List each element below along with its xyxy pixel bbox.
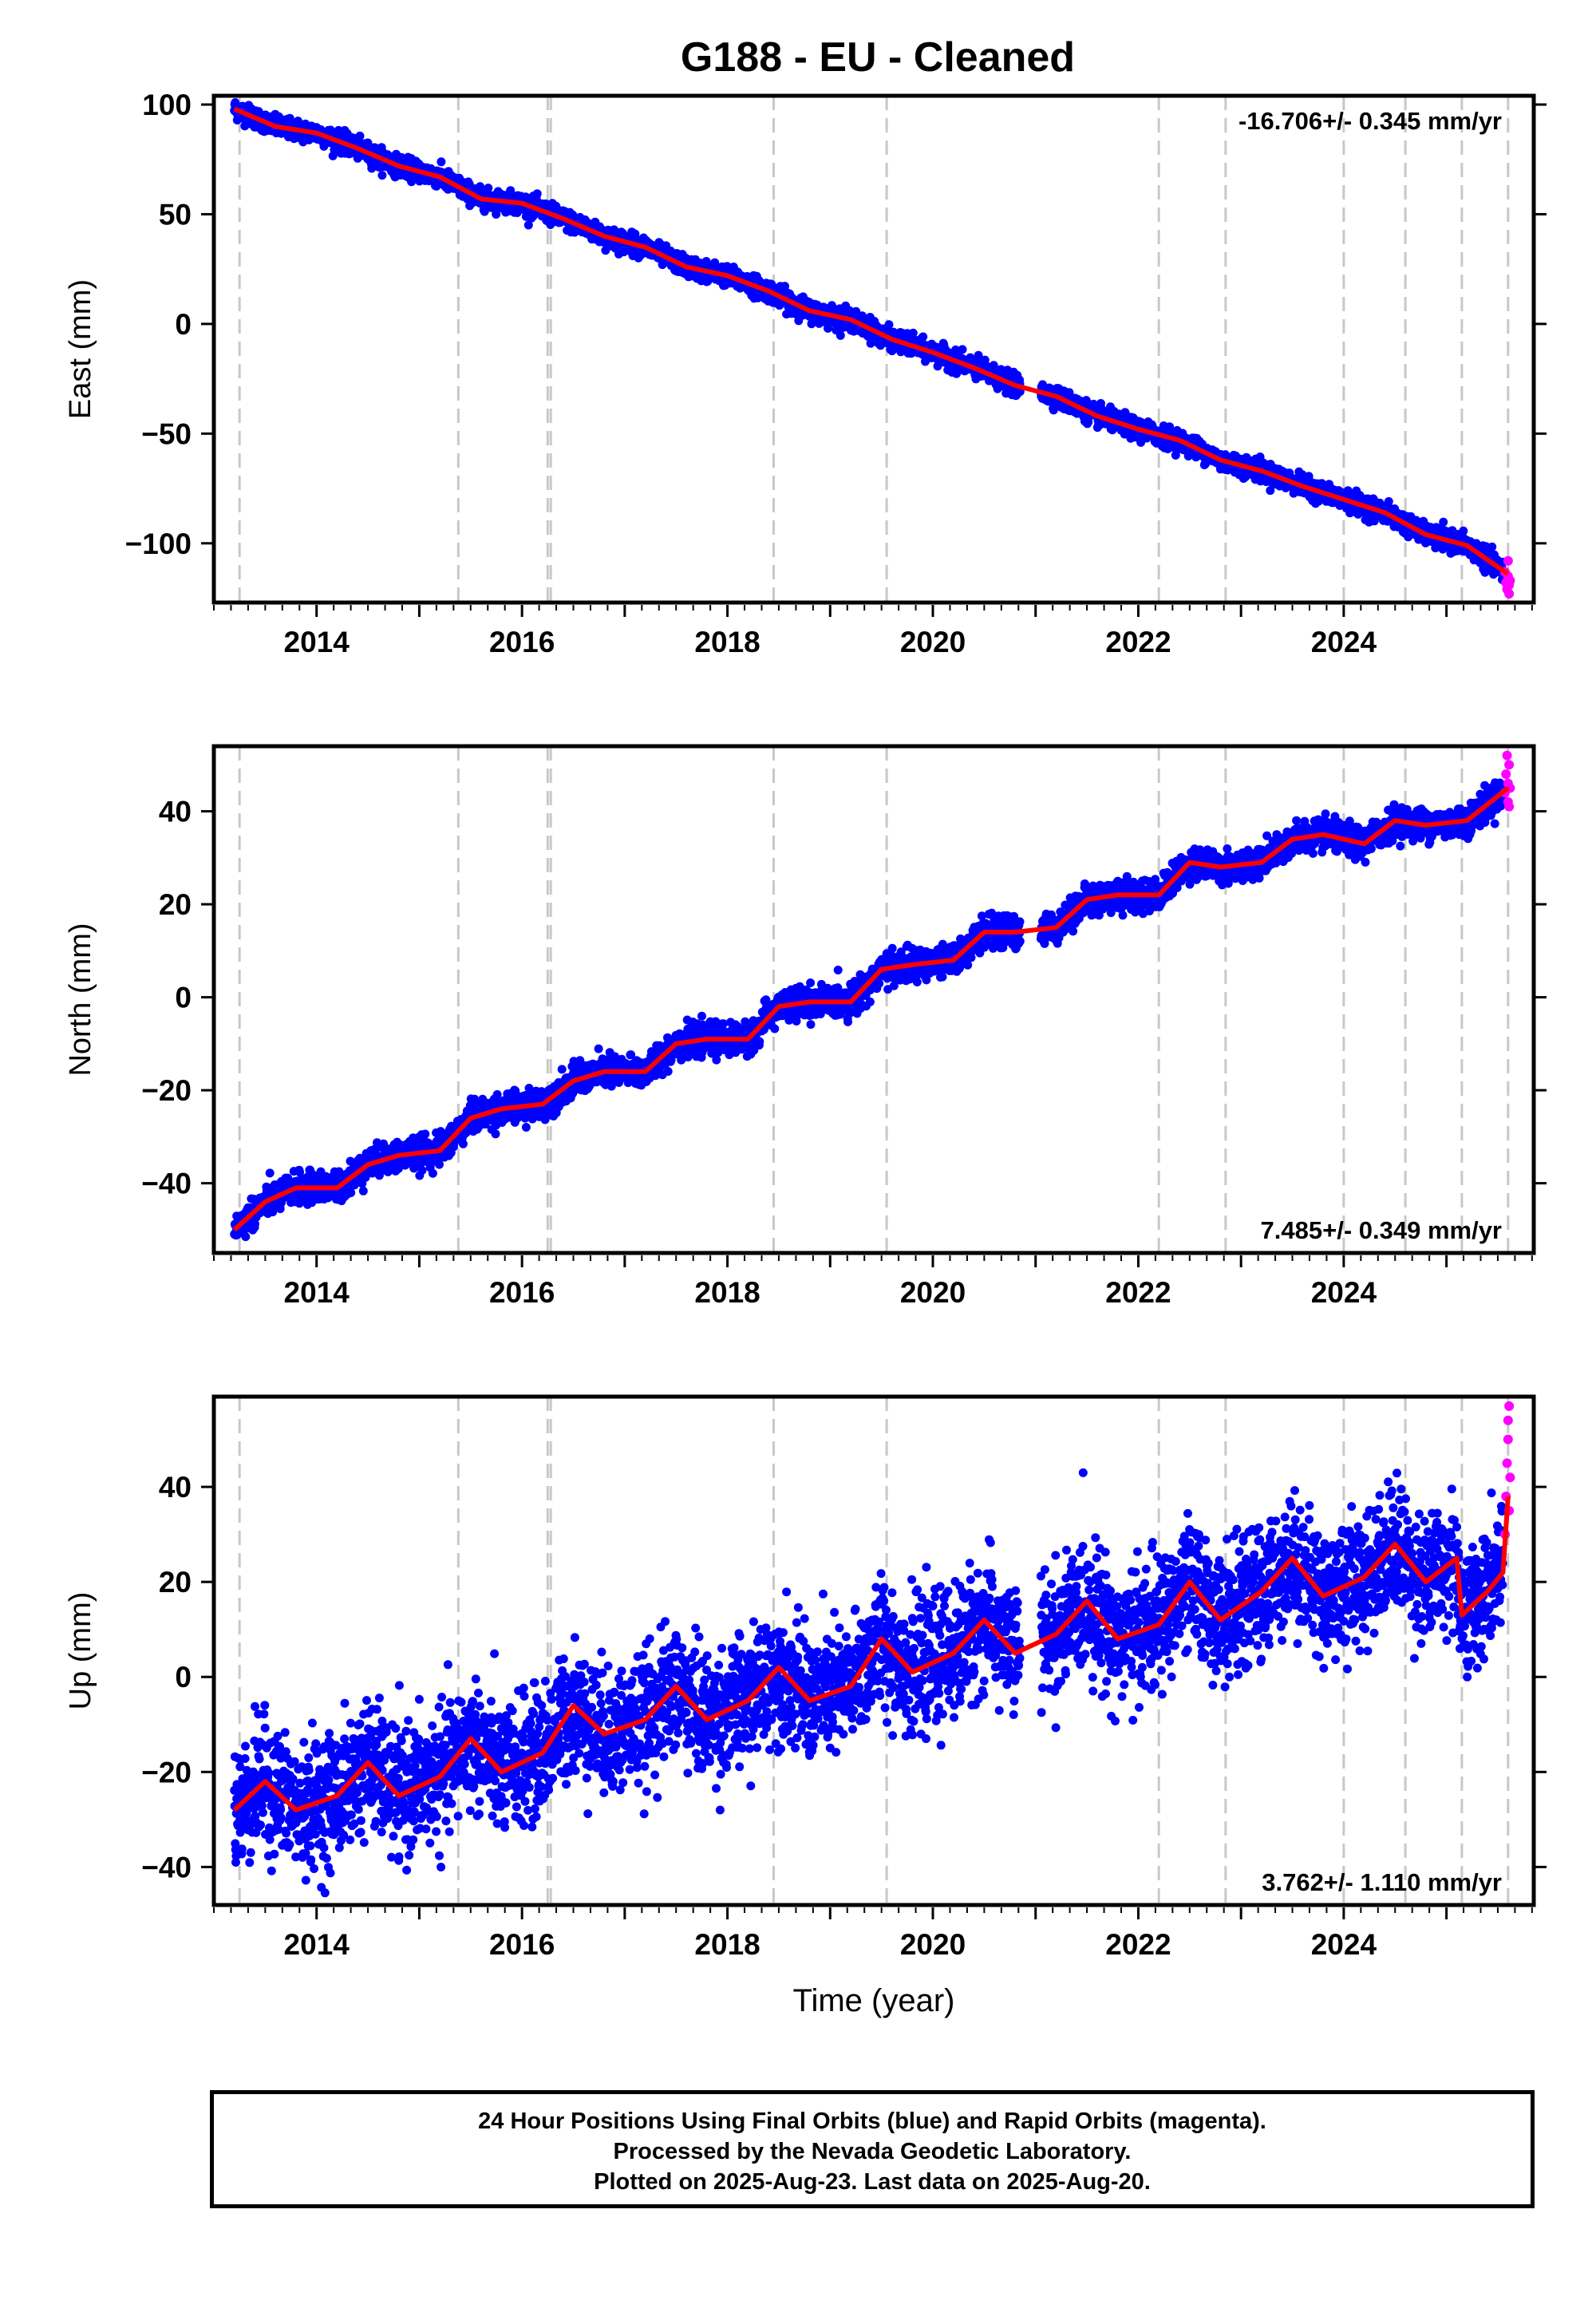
data-point: [377, 171, 387, 180]
x-tick-label: 2024: [1311, 626, 1377, 658]
data-point: [918, 332, 928, 342]
x-tick-label: 2014: [284, 626, 350, 658]
y-tick-label: 100: [142, 89, 192, 121]
panel-east: 2014 2016 2018 2020 2022 2024 100 50 0 −50 −100 Eas…: [64, 89, 1547, 658]
x-tick-label: 2020: [900, 626, 966, 658]
data-point: [1439, 517, 1448, 527]
data-point: [1487, 542, 1497, 551]
y-tick-label: 50: [159, 198, 192, 231]
series-final-orbits-north: [230, 778, 1507, 1242]
x-tick-label: 2022: [1105, 626, 1171, 658]
data-point: [1459, 526, 1468, 536]
figure-title: G188 - EU - Cleaned: [680, 34, 1076, 81]
data-point: [523, 220, 533, 230]
x-tick-label: 2016: [489, 626, 555, 658]
rapid-point: [1504, 589, 1515, 599]
data-point: [268, 1207, 278, 1217]
data-point: [241, 1232, 251, 1242]
plot-area-north: [230, 746, 1515, 1253]
rapid-point: [1503, 555, 1513, 566]
data-point: [437, 157, 446, 167]
x-tick-label: 2018: [694, 626, 760, 658]
model-fit-line: [233, 106, 1510, 576]
data-point: [1266, 486, 1275, 496]
panel-north: 2014 2016 2018 2020 2022 202440200−20−40North…: [64, 744, 1547, 1309]
y-tick-label: 0: [175, 308, 192, 341]
data-point: [355, 131, 365, 140]
data-point: [265, 1168, 275, 1178]
y-tick-label: −100: [125, 528, 192, 560]
data-point: [506, 186, 516, 196]
data-point: [989, 361, 998, 370]
data-point: [958, 345, 967, 354]
y-tick-label: −50: [141, 417, 192, 450]
data-point: [532, 189, 542, 199]
data-point: [836, 330, 845, 340]
data-point: [908, 328, 918, 338]
rapid-point: [1505, 575, 1515, 586]
y-axis-label: East (mm): [64, 279, 97, 419]
plot-frame: [211, 93, 1536, 605]
data-point: [484, 184, 493, 193]
rate-label: -16.706+/- 0.345 mm/yr: [1238, 107, 1502, 135]
data-point: [1384, 496, 1393, 506]
data-point: [295, 1168, 305, 1177]
data-point: [251, 1219, 259, 1229]
data-point: [866, 338, 875, 348]
plot-area-east: [230, 96, 1515, 603]
data-point: [884, 320, 894, 330]
